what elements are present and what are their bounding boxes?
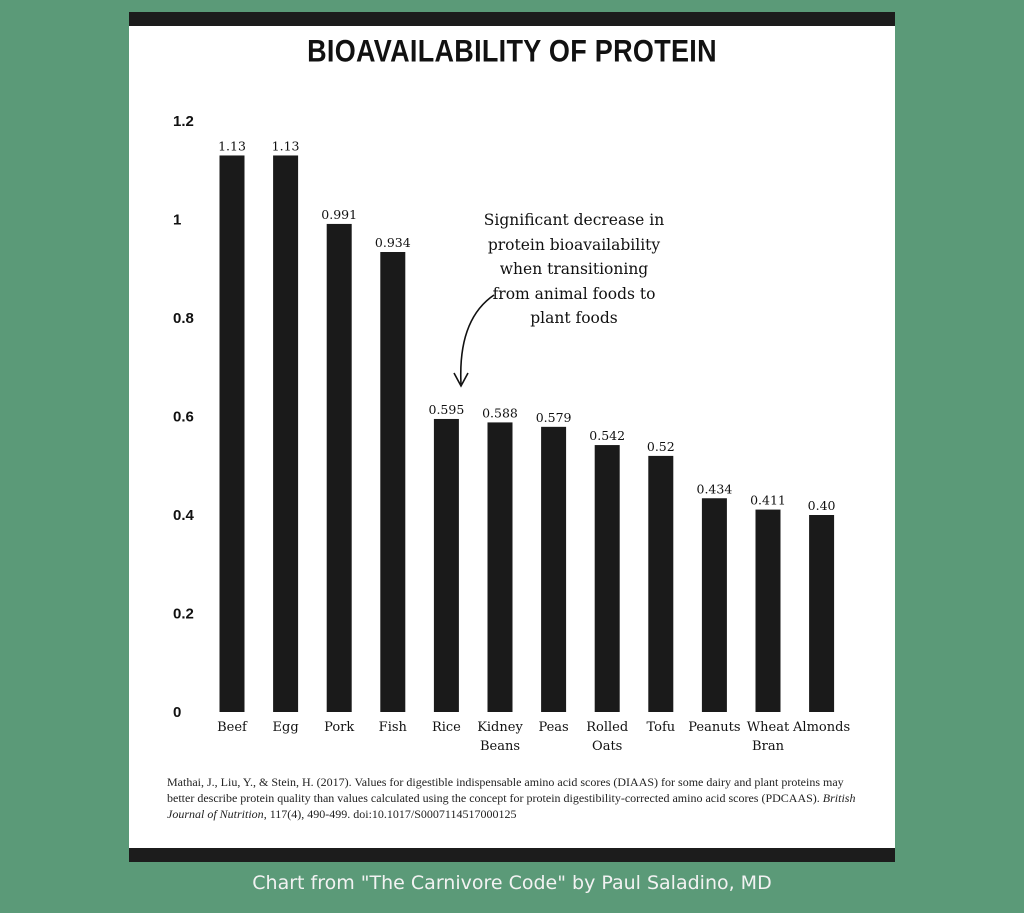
bar-value-label: 0.588 xyxy=(482,405,518,420)
bar-value-label: 0.542 xyxy=(589,428,625,443)
value-labels: 1.13 1.13 0.991 0.934 0.595 0.588 0.579 0.542 0.… xyxy=(218,138,835,513)
caption: Chart from "The Carnivore Code" by Paul … xyxy=(252,872,772,894)
bar-value-label: 1.13 xyxy=(272,138,300,153)
x-tick-label: Peas xyxy=(538,720,568,735)
bar-value-label: 0.434 xyxy=(697,481,733,496)
citation-journal: British Journal of Nutrition xyxy=(167,791,856,821)
y-tick-label: 1.2 xyxy=(173,113,194,130)
x-tick-label: Egg xyxy=(273,720,299,735)
citation-text: Mathai, J., Liu, Y., & Stein, H. (2017).… xyxy=(167,775,844,805)
bar xyxy=(380,252,406,712)
y-axis-ticks: 0 0.2 0.4 0.6 0.8 1 1.2 xyxy=(173,113,195,721)
y-tick-label: 1 xyxy=(173,212,181,229)
bar-value-label: 0.411 xyxy=(750,493,786,508)
top-frame-bar xyxy=(129,12,895,26)
x-tick-label: Pork xyxy=(324,720,354,735)
y-tick-label: 0.8 xyxy=(173,310,194,327)
y-tick-label: 0 xyxy=(173,704,181,721)
chart-title: BIOAVAILABILITY OF PROTEIN xyxy=(307,33,717,69)
y-tick-label: 0.2 xyxy=(173,606,194,623)
bar xyxy=(273,155,299,713)
bar xyxy=(594,445,620,712)
bar xyxy=(701,498,727,712)
x-tick-label: Rice xyxy=(432,720,461,735)
bar-chart: 0 0.2 0.4 0.6 0.8 1 1.2 1.13 1.13 0.991 0.934 0.59… xyxy=(173,113,850,754)
x-axis-labels: Beef Egg Pork Fish Rice Kidney Beans Peas Rolled… xyxy=(217,720,850,754)
bar-value-label: 0.934 xyxy=(375,235,411,250)
bar xyxy=(755,509,781,712)
x-tick-label: Peanuts xyxy=(688,720,740,735)
bar-value-label: 1.13 xyxy=(218,138,246,153)
bar xyxy=(487,422,513,712)
x-tick-label: Kidney Beans xyxy=(477,720,523,754)
bar xyxy=(219,155,245,713)
y-tick-label: 0.4 xyxy=(173,507,195,524)
bar xyxy=(648,455,674,712)
bar-value-label: 0.52 xyxy=(647,439,675,454)
bar xyxy=(541,426,567,712)
chart-card: BIOAVAILABILITY OF PROTEIN 0 0.2 0.4 0.6 0.8… xyxy=(129,12,895,862)
x-tick-label: Fish xyxy=(379,720,408,735)
bottom-frame-bar xyxy=(129,848,895,862)
citation-tail: , 117(4), 490-499. doi:10.1017/S00071145… xyxy=(263,807,517,821)
bars xyxy=(219,155,835,713)
bar-value-label: 0.991 xyxy=(321,207,357,222)
bar xyxy=(433,418,459,712)
annotation-arrow xyxy=(453,294,495,388)
bar-value-label: 0.579 xyxy=(536,410,572,425)
x-tick-label: Tofu xyxy=(646,720,675,735)
bar xyxy=(809,515,835,712)
annotation-text: Significant decrease in protein bioavail… xyxy=(483,211,665,327)
y-tick-label: 0.6 xyxy=(173,409,194,426)
x-tick-label: Beef xyxy=(217,720,248,735)
x-tick-label: Almonds xyxy=(792,720,850,735)
bar-value-label: 0.595 xyxy=(429,402,465,417)
bar xyxy=(326,223,352,712)
x-tick-label: Wheat Bran xyxy=(747,720,790,754)
citation: Mathai, J., Liu, Y., & Stein, H. (2017).… xyxy=(167,774,867,822)
bar-value-label: 0.40 xyxy=(808,498,836,513)
x-tick-label: Rolled Oats xyxy=(586,720,628,754)
